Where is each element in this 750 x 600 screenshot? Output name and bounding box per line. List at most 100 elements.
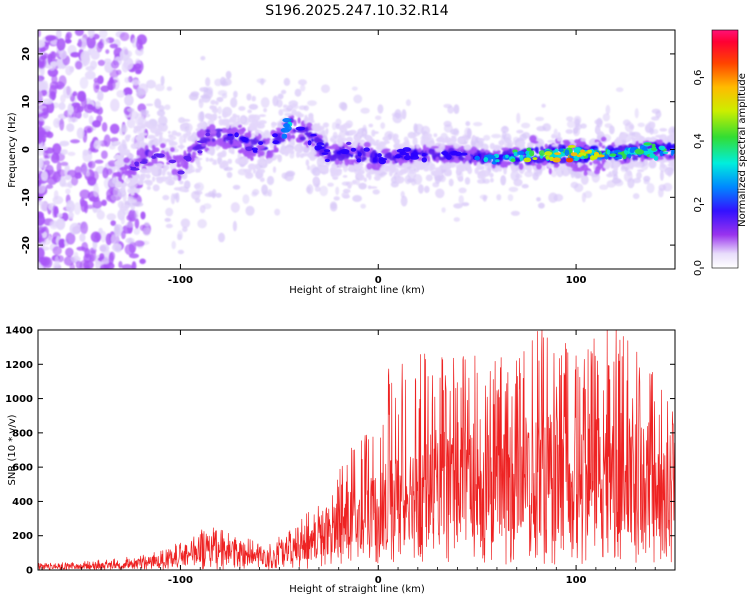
heatmap-blob xyxy=(162,194,170,201)
heatmap-blob xyxy=(108,252,114,266)
heatmap-blob xyxy=(495,159,500,163)
heatmap-blob xyxy=(55,30,62,39)
colorbar-tick-label: 0.4 xyxy=(693,133,704,149)
y-tick-label: 400 xyxy=(12,497,33,508)
heatmap-blob xyxy=(664,166,674,176)
heatmap-blob xyxy=(208,124,216,132)
colorbar-label: Normalized spectral amplitude xyxy=(737,73,748,227)
heatmap-blob xyxy=(131,261,137,269)
heatmap-blob xyxy=(363,156,367,161)
heatmap-blob xyxy=(452,127,460,137)
heatmap-blob xyxy=(120,202,124,208)
heatmap-blob xyxy=(172,155,176,160)
heatmap-blob xyxy=(112,187,120,197)
heatmap-blob xyxy=(197,132,205,138)
y-tick-label: 1400 xyxy=(5,326,33,337)
heatmap-blob xyxy=(659,128,668,132)
heatmap-blob xyxy=(177,170,185,175)
heatmap-blob xyxy=(356,139,366,143)
heatmap-blob xyxy=(218,232,225,243)
heatmap-blob xyxy=(40,170,48,182)
heatmap-blob xyxy=(245,205,255,216)
heatmap-blob xyxy=(143,179,152,184)
heatmap-blob xyxy=(447,105,454,114)
heatmap-blob xyxy=(592,159,599,165)
heatmap-blob xyxy=(54,255,60,268)
heatmap-blob xyxy=(129,253,139,259)
heatmap-blob xyxy=(443,120,452,127)
heatmap-blob xyxy=(617,152,625,155)
heatmap-blob xyxy=(84,70,96,80)
heatmap-blob xyxy=(659,170,664,181)
heatmap-blob xyxy=(307,140,312,146)
heatmap-blob xyxy=(178,117,186,124)
heatmap-blob xyxy=(510,163,515,168)
heatmap-blob xyxy=(76,127,85,139)
heatmap-blob xyxy=(304,117,308,125)
heatmap-blob xyxy=(135,91,145,98)
heatmap-blob xyxy=(607,145,613,149)
heatmap-blob xyxy=(165,207,174,217)
y-tick-label: -20 xyxy=(21,236,32,254)
heatmap-blob xyxy=(168,134,174,138)
heatmap-blob xyxy=(599,184,609,190)
heatmap-blob xyxy=(210,99,216,105)
heatmap-blob xyxy=(659,162,665,168)
heatmap-blob xyxy=(53,190,59,200)
heatmap-blob xyxy=(114,159,122,167)
heatmap-blob xyxy=(637,169,645,173)
heatmap-blob xyxy=(491,167,499,172)
heatmap-blob xyxy=(89,254,95,262)
heatmap-blob xyxy=(466,128,472,139)
heatmap-blob xyxy=(601,158,606,163)
heatmap-blob xyxy=(226,171,233,179)
heatmap-blob xyxy=(323,149,331,153)
heatmap-blob xyxy=(307,100,317,106)
heatmap-blob xyxy=(363,147,370,152)
heatmap-blob xyxy=(209,157,214,162)
x-tick-label: 100 xyxy=(566,275,587,286)
heatmap-blob xyxy=(130,168,140,171)
heatmap-blob xyxy=(358,182,367,190)
heatmap-blob xyxy=(503,167,507,175)
heatmap-blob xyxy=(69,263,76,269)
heatmap-blob xyxy=(564,149,570,157)
heatmap-blob xyxy=(671,146,675,149)
heatmap-blob xyxy=(119,153,124,161)
heatmap-blob xyxy=(622,138,627,144)
heatmap-blob xyxy=(574,163,578,170)
heatmap-blob xyxy=(140,173,147,177)
heatmap-blob xyxy=(97,59,106,66)
heatmap-blob xyxy=(377,153,382,158)
heatmap-blob xyxy=(49,220,59,230)
heatmap-blob xyxy=(161,169,166,176)
heatmap-blob xyxy=(75,60,83,70)
heatmap-blob xyxy=(197,219,207,229)
heatmap-blob xyxy=(523,157,532,163)
heatmap-blob xyxy=(305,126,309,133)
heatmap-blob xyxy=(651,116,660,121)
heatmap-blob xyxy=(400,195,408,207)
heatmap-blob xyxy=(109,79,118,84)
heatmap-blob xyxy=(483,157,489,163)
heatmap-blob xyxy=(158,137,163,143)
heatmap-blob xyxy=(521,122,531,129)
heatmap-blob xyxy=(613,160,621,168)
heatmap-blob xyxy=(374,175,381,181)
heatmap-blob xyxy=(251,95,256,102)
heatmap-blob xyxy=(349,129,357,135)
heatmap-blob xyxy=(49,91,57,101)
heatmap-blob xyxy=(375,115,382,121)
heatmap-blob xyxy=(337,140,344,147)
heatmap-blob xyxy=(154,83,165,92)
heatmap-blob xyxy=(424,185,430,193)
heatmap-blob xyxy=(473,122,483,127)
y-tick-label: 600 xyxy=(12,463,33,474)
heatmap-blob xyxy=(99,244,110,253)
heatmap-blob xyxy=(146,79,156,89)
heatmap-blob xyxy=(101,199,107,206)
heatmap-blob xyxy=(662,151,669,154)
heatmap-blob xyxy=(250,152,257,157)
heatmap-blob xyxy=(235,140,242,148)
